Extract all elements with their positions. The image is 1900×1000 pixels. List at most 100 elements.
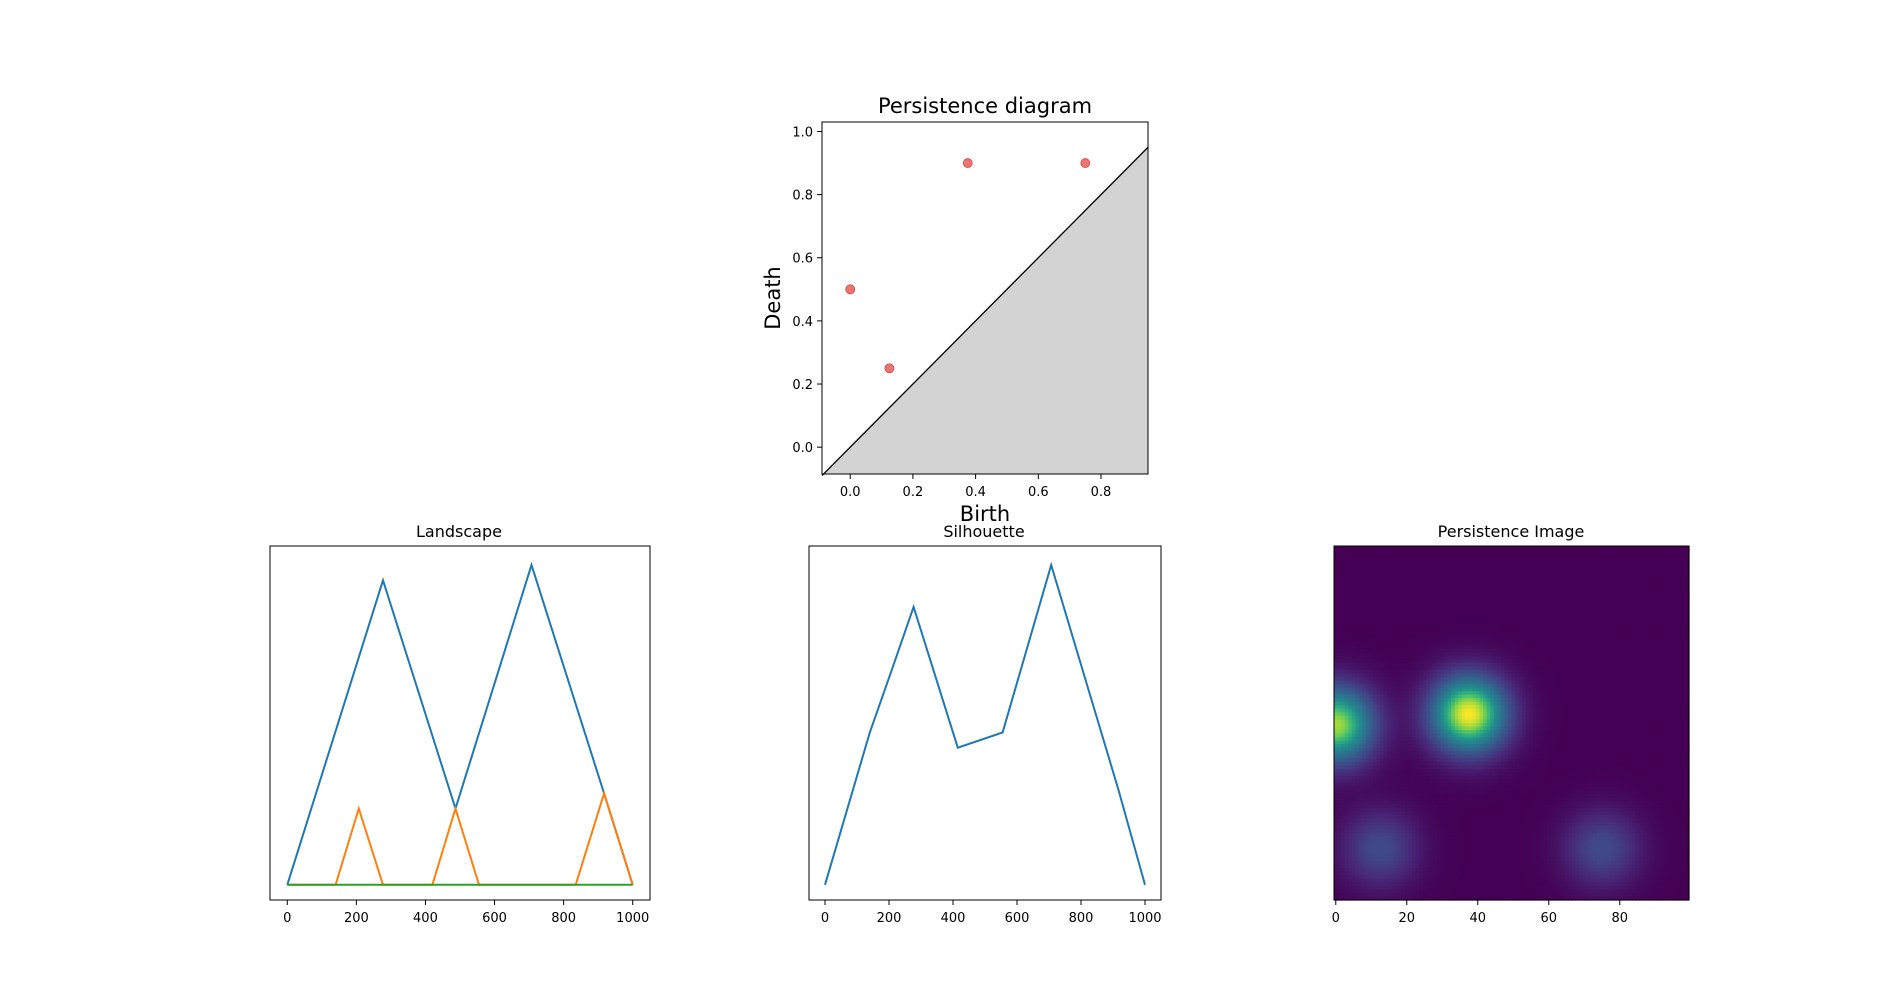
heatmap-cell <box>1664 602 1669 607</box>
heatmap-cell <box>1483 655 1488 660</box>
heatmap-cell <box>1337 673 1342 678</box>
heatmap-cell <box>1405 574 1410 579</box>
heatmap-cell <box>1447 623 1452 629</box>
heatmap-cell <box>1610 662 1616 667</box>
heatmap-cell <box>1490 680 1495 685</box>
heatmap-cell <box>1401 616 1406 621</box>
heatmap-cell <box>1578 684 1584 689</box>
heatmap-cell <box>1618 648 1623 653</box>
heatmap-cell <box>1554 634 1559 639</box>
heatmap-cell <box>1472 574 1477 579</box>
heatmap-cell <box>1561 673 1566 678</box>
heatmap-cell <box>1348 584 1353 590</box>
heatmap-cell <box>1667 616 1672 621</box>
heatmap-cell <box>1681 645 1687 650</box>
heatmap-cell <box>1607 669 1612 675</box>
heatmap-cell <box>1351 669 1356 675</box>
heatmap-cell <box>1681 588 1687 593</box>
heatmap-cell <box>1589 680 1594 685</box>
heatmap-cell <box>1596 630 1601 636</box>
heatmap-cell <box>1589 712 1594 717</box>
heatmap-cell <box>1639 634 1644 639</box>
heatmap-cell <box>1369 680 1374 685</box>
heatmap-cell <box>1390 556 1395 561</box>
heatmap-cell <box>1564 641 1569 646</box>
heatmap-cell <box>1515 567 1520 572</box>
heatmap-cell <box>1500 609 1505 614</box>
heatmap-cell <box>1664 606 1669 611</box>
heatmap-cell <box>1454 606 1459 611</box>
heatmap-cell <box>1646 574 1651 579</box>
heatmap-cell <box>1500 570 1505 575</box>
heatmap-cell <box>1628 613 1633 618</box>
heatmap-cell <box>1575 592 1580 597</box>
heatmap-cell <box>1639 574 1644 579</box>
heatmap-cell <box>1578 563 1584 568</box>
heatmap-cell <box>1465 584 1470 590</box>
heatmap-cell <box>1586 567 1591 572</box>
heatmap-cell <box>1500 634 1505 639</box>
heatmap-cell <box>1341 574 1346 579</box>
heatmap-cell <box>1515 694 1520 699</box>
heatmap-cell <box>1547 577 1552 582</box>
heatmap-cell <box>1493 659 1498 664</box>
heatmap-cell <box>1557 563 1562 568</box>
heatmap-cell <box>1607 652 1612 657</box>
heatmap-cell <box>1412 659 1417 664</box>
heatmap-cell <box>1653 673 1658 678</box>
heatmap-cell <box>1635 680 1640 685</box>
heatmap-cell <box>1600 588 1605 593</box>
heatmap-cell <box>1575 577 1580 582</box>
heatmap-cell <box>1539 712 1545 717</box>
heatmap-cell <box>1504 701 1509 706</box>
heatmap-cell <box>1380 719 1385 724</box>
heatmap-cell <box>1529 655 1534 660</box>
heatmap-cell <box>1408 556 1413 561</box>
heatmap-cell <box>1539 609 1545 614</box>
heatmap-cell <box>1497 669 1502 675</box>
heatmap-cell <box>1550 680 1555 685</box>
heatmap-cell <box>1550 655 1555 660</box>
heatmap-cell <box>1358 630 1363 636</box>
heatmap-cell <box>1685 581 1690 586</box>
heatmap-cell <box>1444 595 1449 600</box>
heatmap-cell <box>1454 669 1459 675</box>
heatmap-cell <box>1387 673 1392 678</box>
heatmap-cell <box>1355 595 1360 600</box>
heatmap-cell <box>1657 698 1662 703</box>
heatmap-cell <box>1600 705 1605 710</box>
heatmap-cell <box>1429 687 1434 692</box>
heatmap-cell <box>1433 684 1438 689</box>
heatmap-cell <box>1472 606 1477 611</box>
heatmap-cell <box>1334 676 1339 682</box>
heatmap-cell <box>1394 634 1399 639</box>
heatmap-cell <box>1536 691 1541 696</box>
heatmap-cell <box>1365 687 1371 692</box>
heatmap-cell <box>1468 549 1474 554</box>
heatmap-cell <box>1440 616 1445 621</box>
heatmap-cell <box>1369 634 1374 639</box>
heatmap-cell <box>1529 701 1534 706</box>
heatmap-cell <box>1575 609 1580 614</box>
heatmap-cell <box>1341 546 1346 551</box>
heatmap-cell <box>1447 584 1452 590</box>
heatmap-cell <box>1610 549 1616 554</box>
heatmap-cell <box>1557 691 1562 696</box>
heatmap-cell <box>1543 549 1548 554</box>
heatmap-cell <box>1614 698 1619 703</box>
heatmap-cell <box>1536 588 1541 593</box>
heatmap-cell <box>1525 648 1530 653</box>
heatmap-cell <box>1529 687 1534 692</box>
heatmap-cell <box>1561 630 1566 636</box>
heatmap-cell <box>1408 606 1413 611</box>
heatmap-cell <box>1589 595 1594 600</box>
heatmap-cell <box>1373 581 1378 586</box>
heatmap-cell <box>1543 708 1548 713</box>
heatmap-cell <box>1365 694 1371 699</box>
heatmap-cell <box>1618 620 1623 625</box>
heatmap-cell <box>1571 627 1576 632</box>
heatmap-cell <box>1415 581 1420 586</box>
heatmap-cell <box>1454 634 1459 639</box>
heatmap-cell <box>1451 687 1456 692</box>
heatmap-cell <box>1394 613 1399 618</box>
